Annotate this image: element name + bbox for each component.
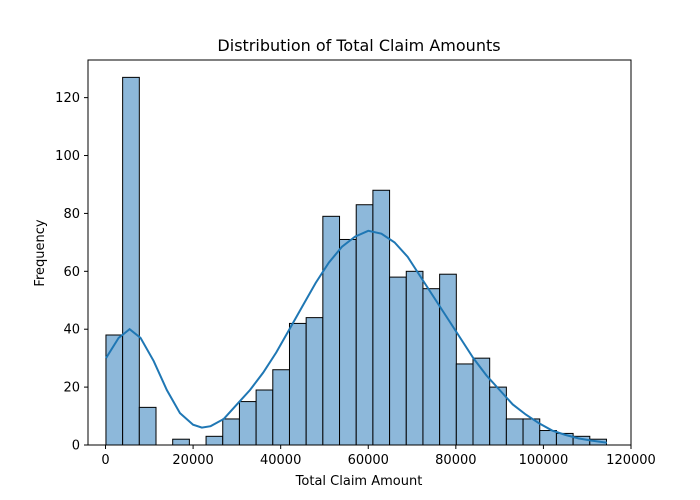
histogram-bar	[255, 389, 274, 446]
y-tick-label: 80	[63, 207, 80, 222]
y-axis-ticks: 0 20 40 60 80 100 120	[55, 91, 88, 454]
histogram-bar	[389, 276, 407, 446]
histogram-bar	[355, 204, 374, 446]
bar-group	[105, 76, 607, 446]
histogram-bar	[322, 215, 341, 446]
y-tick-label: 0	[72, 439, 80, 454]
y-tick-label: 60	[63, 265, 80, 280]
histogram-bar	[122, 76, 140, 446]
x-tick-label: 20000	[172, 453, 213, 468]
x-tick-label: 0	[101, 453, 109, 468]
histogram-bar	[405, 270, 424, 446]
x-tick-label: 100000	[519, 453, 569, 468]
histogram-bar	[205, 435, 224, 446]
kde-curve	[105, 229, 608, 444]
histogram-bar	[222, 418, 240, 446]
y-axis-label: Frequency	[33, 219, 48, 286]
x-tick-label: 60000	[348, 453, 389, 468]
histogram-bar	[238, 401, 257, 446]
histogram-bar	[539, 430, 557, 446]
histogram-bar	[339, 238, 357, 446]
histogram-bar	[105, 334, 124, 446]
x-tick-label: 40000	[260, 453, 301, 468]
histogram-bar	[455, 363, 474, 446]
histogram-bar	[439, 273, 457, 446]
histogram-bar	[138, 406, 157, 446]
histogram-bar	[472, 357, 491, 446]
x-tick-label: 80000	[435, 453, 476, 468]
histogram-bar	[305, 317, 324, 446]
x-axis-ticks: 0 20000 40000 60000 80000 100000 120000	[101, 445, 656, 468]
y-tick-label: 120	[55, 91, 80, 106]
y-tick-label: 40	[63, 323, 80, 338]
histogram-bar	[505, 418, 524, 446]
histogram-bar	[422, 288, 441, 446]
plot-frame	[87, 59, 632, 446]
chart-title: Distribution of Total Claim Amounts	[217, 36, 500, 55]
histogram-bar	[288, 322, 307, 446]
y-tick-label: 20	[63, 381, 80, 396]
x-tick-label: 120000	[606, 453, 656, 468]
histogram-bar	[372, 189, 391, 446]
histogram-bar	[272, 369, 290, 446]
y-tick-label: 100	[55, 149, 80, 164]
histogram-bar	[172, 438, 190, 446]
x-axis-label: Total Claim Amount	[295, 474, 423, 489]
